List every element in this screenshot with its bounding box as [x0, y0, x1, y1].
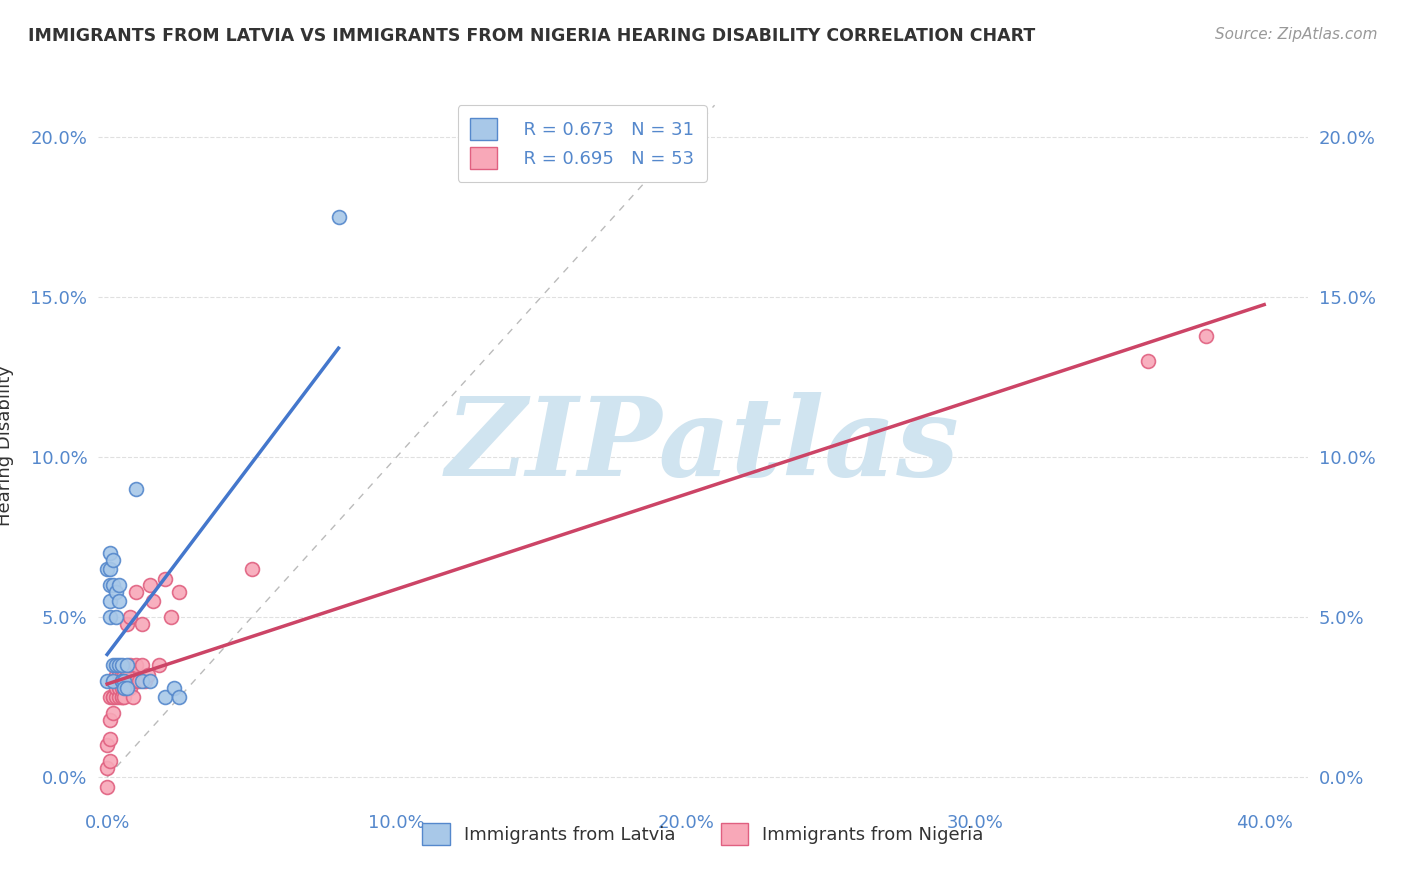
Point [110, 674, 132, 689]
Point [107, 690, 129, 705]
Point [101, 690, 124, 705]
Point [120, 658, 142, 673]
Point [162, 681, 184, 695]
Point [1195, 328, 1218, 343]
Point [98, 713, 121, 727]
Point [110, 690, 132, 705]
Point [104, 674, 127, 689]
Point [159, 610, 181, 624]
Point [96, 562, 118, 576]
Point [110, 674, 132, 689]
Point [98, 690, 121, 705]
Point [114, 674, 136, 689]
Point [107, 594, 129, 608]
Text: ZIPatlas: ZIPatlas [446, 392, 960, 500]
Point [148, 658, 170, 673]
Point [98, 578, 121, 592]
Point [117, 668, 139, 682]
Text: IMMIGRANTS FROM LATVIA VS IMMIGRANTS FROM NIGERIA HEARING DISABILITY CORRELATION: IMMIGRANTS FROM LATVIA VS IMMIGRANTS FRO… [28, 27, 1035, 45]
Point [104, 610, 127, 624]
Point [1137, 354, 1160, 368]
Point [110, 674, 132, 689]
Point [98, 754, 121, 768]
Point [104, 658, 127, 673]
Point [114, 674, 136, 689]
Point [101, 674, 124, 689]
Text: Source: ZipAtlas.com: Source: ZipAtlas.com [1215, 27, 1378, 42]
Point [153, 690, 176, 705]
Point [117, 658, 139, 673]
Point [98, 731, 121, 746]
Point [131, 616, 153, 631]
Point [120, 681, 142, 695]
Point [131, 658, 153, 673]
Point [107, 668, 129, 682]
Point [125, 482, 148, 496]
Point [96, 761, 118, 775]
Point [110, 681, 132, 695]
Point [98, 610, 121, 624]
Point [101, 706, 124, 721]
Point [98, 546, 121, 560]
Point [125, 658, 148, 673]
Point [134, 674, 156, 689]
Point [114, 690, 136, 705]
Point [114, 668, 136, 682]
Point [107, 658, 129, 673]
Point [122, 674, 145, 689]
Point [104, 681, 127, 695]
Point [128, 674, 150, 689]
Point [110, 668, 132, 682]
Point [107, 681, 129, 695]
Point [114, 681, 136, 695]
Point [96, 780, 118, 794]
Point [101, 674, 124, 689]
Point [120, 610, 142, 624]
Point [139, 578, 162, 592]
Point [169, 584, 191, 599]
Point [240, 562, 263, 576]
Point [122, 690, 145, 705]
Point [153, 572, 176, 586]
Point [125, 584, 148, 599]
Point [96, 674, 118, 689]
Point [101, 578, 124, 592]
Point [139, 674, 162, 689]
Point [101, 690, 124, 705]
Point [328, 210, 350, 224]
Point [101, 552, 124, 566]
Point [96, 738, 118, 752]
Point [169, 690, 191, 705]
Point [131, 674, 153, 689]
Point [107, 578, 129, 592]
Point [98, 562, 121, 576]
Point [114, 681, 136, 695]
Point [117, 681, 139, 695]
Point [104, 584, 127, 599]
Point [107, 674, 129, 689]
Y-axis label: Hearing Disability: Hearing Disability [0, 366, 14, 526]
Point [117, 674, 139, 689]
Point [104, 668, 127, 682]
Point [136, 668, 159, 682]
Point [110, 690, 132, 705]
Point [117, 616, 139, 631]
Point [101, 658, 124, 673]
Point [125, 674, 148, 689]
Point [98, 594, 121, 608]
Legend: Immigrants from Latvia, Immigrants from Nigeria: Immigrants from Latvia, Immigrants from … [409, 811, 997, 858]
Point [110, 658, 132, 673]
Point [142, 594, 165, 608]
Point [104, 690, 127, 705]
